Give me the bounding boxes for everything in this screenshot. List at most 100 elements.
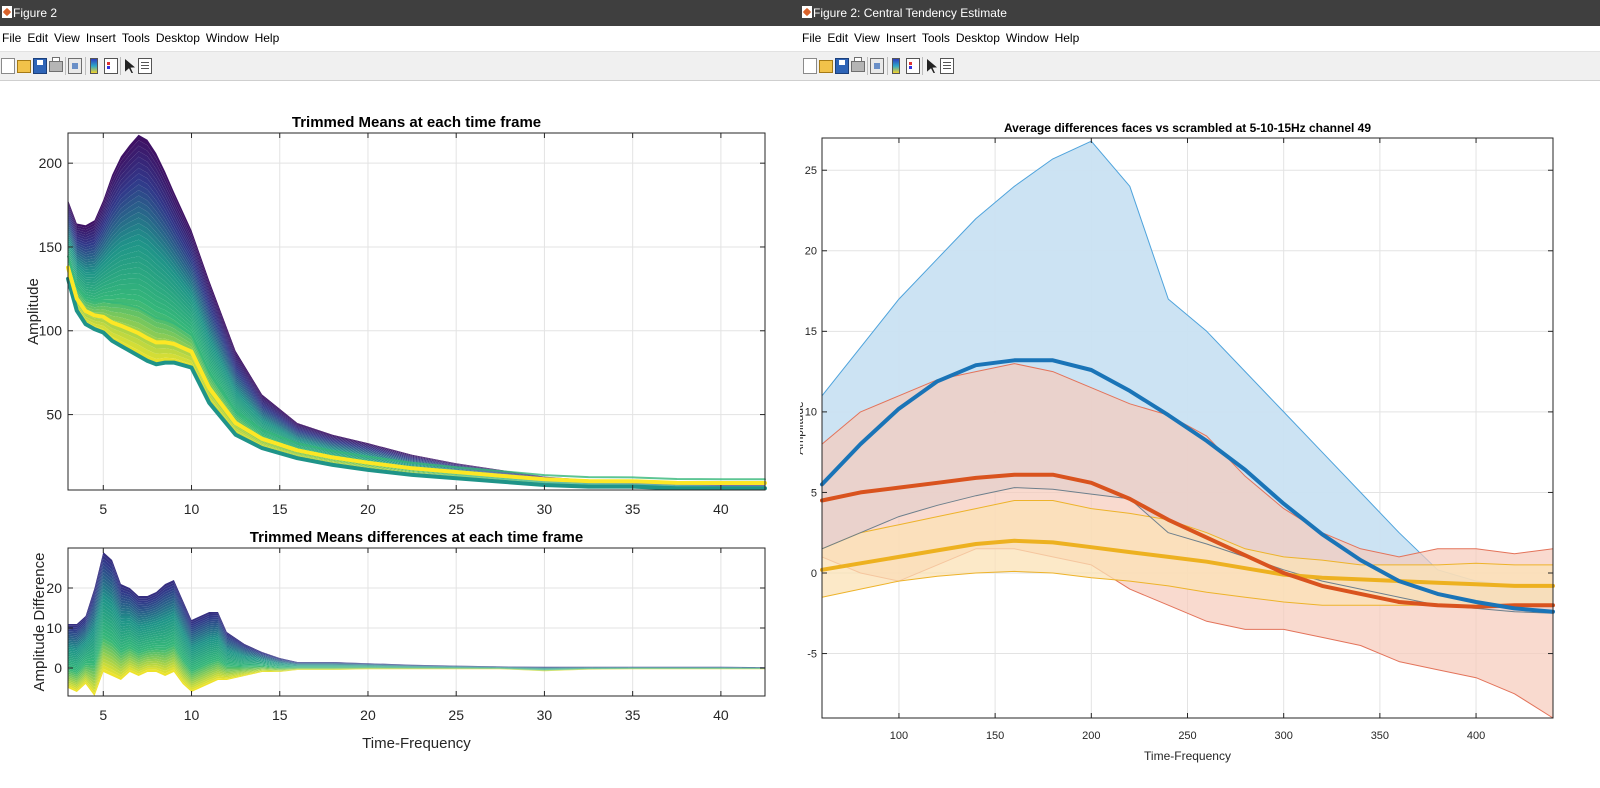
x-tick-label: 100 (890, 730, 908, 742)
print-icon[interactable] (851, 57, 865, 72)
y-tick-label: 20 (805, 246, 817, 258)
ci-band-5hz (822, 141, 1553, 614)
legend-icon[interactable] (906, 58, 920, 74)
y-axis-label: Amplitude (800, 401, 806, 455)
trimmed-mean-yellow-line (66, 265, 767, 485)
print-icon[interactable] (49, 57, 63, 72)
menu-bar: File Edit View Insert Tools Desktop Window Help (800, 26, 1600, 52)
y-tick-label: -5 (807, 648, 817, 660)
y-tick-label: 200 (39, 155, 63, 171)
save-icon[interactable] (33, 58, 47, 74)
x-tick-label: 200 (1082, 730, 1100, 742)
menu-insert[interactable]: Insert (85, 31, 116, 45)
menu-edit[interactable]: Edit (827, 31, 849, 45)
menu-tools[interactable]: Tools (121, 31, 150, 45)
y-axis-label: Amplitude (25, 278, 42, 345)
trimmed-mean-band (68, 247, 765, 488)
matlab-figure-icon (802, 6, 812, 18)
menu-file[interactable]: File (2, 31, 22, 45)
x-tick-label: 35 (625, 707, 641, 723)
menu-file[interactable]: File (802, 31, 822, 45)
x-tick-label: 5 (99, 501, 107, 517)
figure-toolbar (800, 52, 1600, 81)
x-tick-label: 5 (99, 707, 107, 723)
menu-tools[interactable]: Tools (921, 31, 950, 45)
mean-line-5hz (820, 358, 1555, 614)
x-tick-label: 30 (537, 707, 553, 723)
trimmed-mean-lowest-line (66, 276, 767, 491)
figure-window-right: Figure 2: Central Tendency Estimate File… (800, 0, 1600, 788)
difference-band (68, 642, 765, 677)
x-tick-label: 150 (986, 730, 1004, 742)
property-inspector-icon[interactable] (940, 58, 954, 74)
y-tick-label: 100 (39, 323, 63, 339)
open-file-icon[interactable] (17, 60, 31, 73)
x-tick-label: 25 (448, 501, 464, 517)
menu-desktop[interactable]: Desktop (155, 31, 200, 45)
matlab-figure-icon (2, 6, 12, 18)
chart-title: Trimmed Means differences at each time f… (250, 529, 583, 546)
y-tick-label: 20 (46, 580, 62, 596)
x-axis-label: Time-Frequency (1144, 749, 1231, 763)
menu-view[interactable]: View (54, 31, 80, 45)
x-tick-label: 35 (625, 501, 641, 517)
y-tick-label: 10 (805, 407, 817, 419)
new-figure-icon[interactable] (1, 58, 15, 74)
x-tick-label: 40 (713, 707, 729, 723)
menu-bar: File Edit View Insert Tools Desktop Window Help (0, 26, 800, 52)
open-file-icon[interactable] (819, 60, 833, 73)
chart-title: Trimmed Means at each time frame (292, 114, 541, 131)
title-bar[interactable]: Figure 2: Central Tendency Estimate (800, 0, 1600, 26)
menu-help[interactable]: Help (1054, 31, 1080, 45)
axes-box (67, 132, 766, 491)
menu-window[interactable]: Window (1005, 31, 1049, 45)
ci-edge-upper-15hz (821, 500, 1554, 566)
colorbar-icon[interactable] (90, 58, 98, 74)
pointer-arrow-icon[interactable] (927, 59, 937, 73)
figure-window-left: Figure 2 File Edit View Insert Tools Desktop W… (0, 0, 800, 788)
print-preview-icon[interactable] (68, 58, 82, 74)
title-bar[interactable]: Figure 2 (0, 0, 800, 26)
toolbar-separator (922, 57, 923, 75)
menu-edit[interactable]: Edit (27, 31, 49, 45)
x-tick-label: 300 (1275, 730, 1293, 742)
toolbar-separator (85, 57, 86, 75)
y-tick-label: 0 (811, 568, 817, 580)
y-tick-label: 150 (39, 239, 63, 255)
toolbar-separator (887, 57, 888, 75)
x-tick-label: 15 (272, 501, 288, 517)
colorbar-icon[interactable] (892, 58, 900, 74)
menu-window[interactable]: Window (205, 31, 249, 45)
trimmed-mean-band (68, 263, 765, 488)
menu-insert[interactable]: Insert (885, 31, 916, 45)
x-tick-label: 10 (184, 501, 200, 517)
x-tick-label: 40 (713, 501, 729, 517)
menu-view[interactable]: View (854, 31, 880, 45)
trimmed-mean-band (68, 249, 765, 488)
y-tick-label: 5 (811, 487, 817, 499)
x-tick-label: 25 (448, 707, 464, 723)
legend-icon[interactable] (104, 58, 118, 74)
property-inspector-icon[interactable] (138, 58, 152, 74)
x-tick-label: 10 (184, 707, 200, 723)
x-tick-label: 250 (1178, 730, 1196, 742)
mean-line-15hz (820, 538, 1555, 588)
y-tick-label: 50 (46, 406, 62, 422)
y-tick-label: 15 (805, 326, 817, 338)
toolbar-separator (867, 57, 868, 75)
x-tick-label: 20 (360, 707, 376, 723)
print-preview-icon[interactable] (870, 58, 884, 74)
menu-desktop[interactable]: Desktop (955, 31, 1000, 45)
figure-canvas-right: 100 150 200 250 300 350 400 -5 0 5 10 15 20 25 Average… (800, 121, 1555, 763)
y-tick-label: 0 (54, 660, 62, 676)
save-icon[interactable] (835, 58, 849, 74)
y-tick-label: 25 (805, 165, 817, 177)
axes-box (67, 547, 766, 697)
x-axis-label: Time-Frequency (362, 735, 471, 752)
x-tick-label: 20 (360, 501, 376, 517)
trimmed-mean-green-line (67, 255, 766, 481)
pointer-arrow-icon[interactable] (125, 59, 135, 73)
trimmed-mean-band (68, 274, 765, 489)
menu-help[interactable]: Help (254, 31, 280, 45)
new-figure-icon[interactable] (803, 58, 817, 74)
